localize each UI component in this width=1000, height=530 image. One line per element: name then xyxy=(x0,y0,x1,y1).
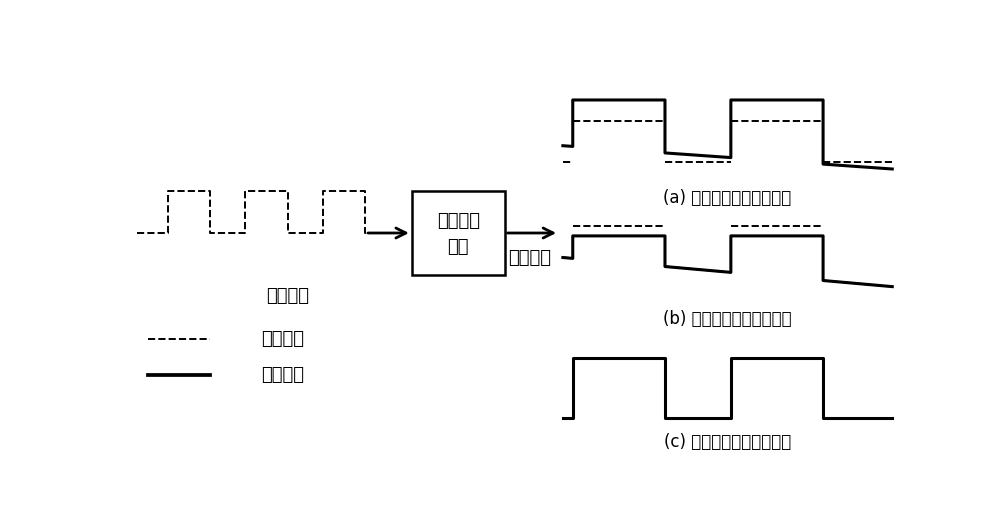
Text: (c) 交流增益等于直流增益: (c) 交流增益等于直流增益 xyxy=(664,434,791,452)
Text: 输入波形: 输入波形 xyxy=(261,330,304,348)
Text: 输出波形: 输出波形 xyxy=(261,366,304,384)
Text: 信号输出: 信号输出 xyxy=(508,249,551,267)
Text: 信号输入: 信号输入 xyxy=(266,287,309,305)
Text: (b) 交流增益小于直流增益: (b) 交流增益小于直流增益 xyxy=(663,310,792,328)
Text: (a) 交流增益大于直流增益: (a) 交流增益大于直流增益 xyxy=(663,189,792,207)
Text: 阻抗变换: 阻抗变换 xyxy=(437,213,480,231)
Text: 电路: 电路 xyxy=(448,238,469,256)
Bar xyxy=(412,191,505,276)
